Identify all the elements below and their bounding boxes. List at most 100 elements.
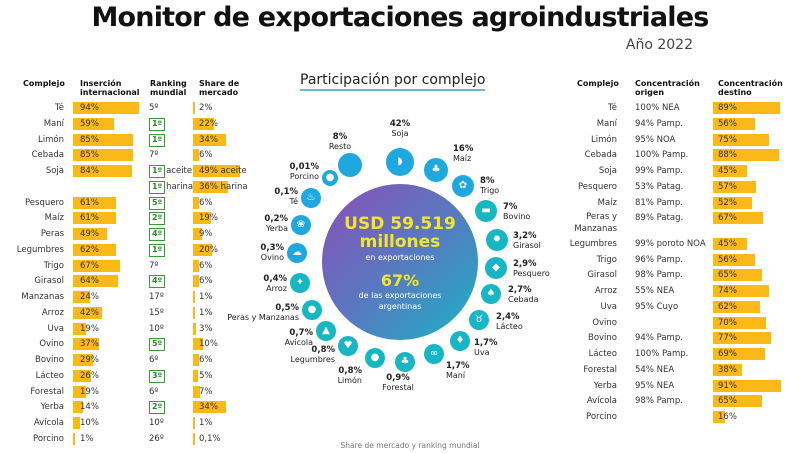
share-value: 34% [199, 402, 218, 413]
share-bar [193, 369, 198, 382]
ranking-number: 6º [149, 355, 159, 366]
destination-value: 45% [718, 238, 737, 249]
insercion-value: 67% [80, 260, 99, 271]
complex-name: Limón [38, 134, 64, 145]
share-value: 6% [199, 260, 213, 271]
ranking-value: 10º [149, 322, 164, 336]
complex-name: Girasol [587, 270, 617, 281]
ranking-number: 2º [149, 401, 166, 415]
ranking-value: 5º [149, 101, 158, 115]
complex-name: Forestal [382, 383, 414, 392]
cow-icon: ▬ [475, 200, 497, 222]
ranking-value: 4º [149, 274, 166, 289]
rice-icon: ✦ [290, 273, 310, 293]
table-row: Legumbres 62% 1º 20% [0, 243, 280, 257]
ranking-number: 4º [149, 275, 166, 289]
share-bar [193, 306, 195, 319]
share-bar [193, 417, 195, 430]
insercion-value: 24% [80, 292, 99, 303]
total-unit: millones [359, 232, 441, 252]
complex-name: Girasol [34, 276, 64, 287]
origin-value: 99% poroto NOA [635, 238, 706, 249]
complex-share-label: 0,7% Avícola [285, 329, 313, 348]
complex-name: Cebada [508, 295, 539, 304]
share-percent: 1,7% [474, 338, 498, 348]
insercion-bar [73, 322, 87, 335]
ranking-number: 1º [149, 243, 166, 257]
share-percent: 42% [389, 119, 411, 129]
insercion-bar [73, 369, 92, 382]
right-header-complejo: Complejo [577, 79, 619, 88]
table-row: Avícola 98% Pamp. 65% [560, 394, 800, 408]
left-header-complejo: Complejo [23, 79, 65, 88]
ranking-value: 1º aceite [149, 164, 192, 179]
destination-value: 75% [718, 134, 737, 145]
table-row: Peras 49% 4º 9% [0, 227, 280, 242]
share-value: 49% aceite [199, 166, 247, 177]
insercion-bar [73, 196, 116, 209]
complex-name: Porcino [289, 172, 319, 181]
ranking-value: 6º [149, 385, 158, 399]
ranking-value: 5º [149, 337, 166, 352]
complex-name: Yerba [40, 402, 64, 413]
table-row: Arroz 42% 15º 1% [0, 306, 280, 320]
share-percent: 0,8% [338, 366, 362, 376]
insercion-bar [73, 228, 108, 241]
origin-value: 100% NEA [635, 103, 680, 113]
complex-name: Trigo [480, 186, 500, 195]
ranking-value: 2º [149, 400, 166, 415]
fish-icon: ◆ [485, 257, 507, 279]
complex-name: Pesquero [513, 269, 550, 278]
left-header-share: Share de mercado [199, 79, 240, 97]
complex-name: Soja [598, 166, 617, 176]
table-row: Manzanas 24% 17º 1% [0, 290, 280, 304]
complex-share-label: 1,7% Uva [474, 338, 498, 358]
complex-name: Lácteo [588, 349, 617, 359]
share-bar [193, 117, 215, 130]
complex-share-label: 0,9% Forestal [358, 374, 438, 393]
origin-value: 53% Patag. [635, 181, 684, 192]
destination-bar [713, 395, 762, 408]
complex-share-label: 0,1% Té [274, 187, 298, 207]
insercion-bar [73, 149, 133, 162]
complex-name: Té [289, 197, 298, 206]
lemon-icon: ● [365, 348, 385, 368]
destination-value: 56% [718, 254, 737, 265]
year-label: Año 2022 [625, 37, 693, 53]
table-row: Lácteo 26% 3º 5% [0, 369, 280, 383]
table-row: Uva 19% 10º 3% [0, 322, 280, 336]
destination-bar [713, 332, 771, 345]
insercion-bar [73, 354, 94, 367]
complex-share-label: 42% Soja [360, 119, 440, 139]
destination-value: 77% [718, 333, 737, 344]
share-percent: 0,3% [260, 243, 284, 253]
destination-bar [713, 180, 756, 193]
share-value: 2% [199, 103, 213, 113]
origin-value: 98% Pamp. [635, 396, 683, 407]
complex-name: Té [55, 103, 64, 113]
destination-bar [713, 411, 725, 423]
destination-bar [713, 196, 752, 209]
share-value: 1% [199, 418, 213, 429]
insercion-bar [73, 385, 87, 398]
insercion-value: 84% [80, 166, 99, 177]
complex-share-label: 16% Maíz [453, 145, 473, 164]
table-row: Forestal 54% NEA 38% [560, 363, 800, 377]
insercion-bar [73, 306, 103, 319]
share-percent: 2,7% [508, 285, 532, 295]
share-percent: 0,1% [274, 187, 298, 197]
destination-value: 91% [718, 380, 737, 391]
ranking-number: 2º [149, 212, 166, 226]
ranking-value: 26º [149, 432, 164, 446]
origin-value: 100% Pamp. [635, 150, 689, 161]
destination-value: 56% [718, 118, 737, 129]
insercion-value: 94% [80, 103, 99, 113]
complex-share-label: 2,9% Pesquero [513, 260, 550, 279]
share-percent: 0,2% [264, 214, 288, 224]
destination-value: 67% [718, 213, 737, 224]
ranking-number: 10º [149, 418, 164, 429]
insercion-bar [73, 338, 99, 351]
share-bar [193, 102, 195, 114]
table-row: Maíz 61% 2º 19% [0, 211, 280, 226]
share-bar [193, 149, 199, 162]
